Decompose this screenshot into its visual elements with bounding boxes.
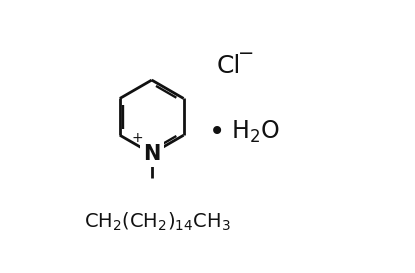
Text: $\mathregular{CH_2(CH_2)_{14}CH_3}$: $\mathregular{CH_2(CH_2)_{14}CH_3}$ bbox=[83, 211, 230, 233]
Text: Cl: Cl bbox=[217, 54, 241, 78]
Text: •: • bbox=[209, 118, 225, 146]
Text: −: − bbox=[238, 44, 254, 63]
Text: $\mathregular{H_2O}$: $\mathregular{H_2O}$ bbox=[231, 118, 279, 145]
Text: N: N bbox=[143, 144, 161, 164]
Text: +: + bbox=[132, 131, 143, 145]
